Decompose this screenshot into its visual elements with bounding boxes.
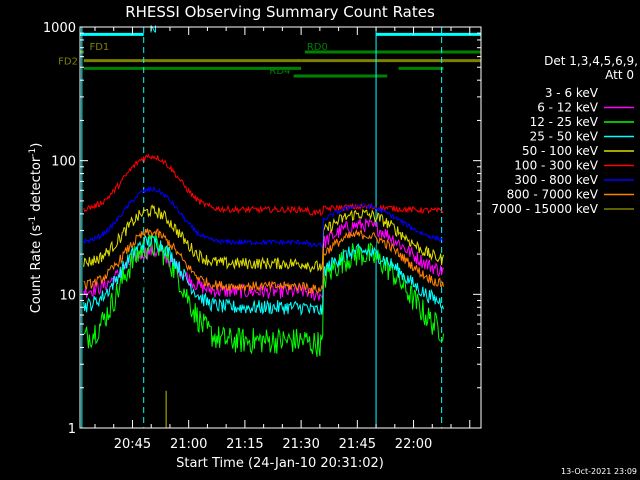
x-tick-label: 20:45: [114, 437, 151, 452]
chart-title: RHESSI Observing Summary Count Rates: [125, 3, 435, 21]
flag-label-FD2: FD2: [58, 57, 78, 68]
plot-frame: [79, 26, 482, 429]
legend-label: 800 - 7000 keV: [507, 188, 599, 202]
series-line-300-800keV: [83, 185, 444, 248]
x-tick-label: 21:00: [170, 437, 207, 452]
x-tick-label: 22:00: [395, 437, 432, 452]
series-line-50-100keV: [83, 204, 444, 273]
series-line-12-25keV: [83, 234, 444, 357]
timestamp: 13-Oct-2021 23:09: [561, 467, 637, 476]
legend-header-line2: Att 0: [605, 68, 634, 82]
legend-label: 100 - 300 keV: [514, 159, 598, 173]
legend-label: 12 - 25 keV: [530, 115, 599, 129]
flag-label-FD1: FD1: [89, 42, 109, 53]
y-axis-ticks: 1 10 100 1000: [43, 21, 481, 437]
series-line-800-7000keV: [83, 228, 444, 296]
x-tick-label: 21:45: [339, 437, 376, 452]
y-axis-label: Count Rate (s-1 detector-1): [28, 143, 44, 314]
series-lines: [83, 153, 444, 428]
series-line-6-12keV: [83, 218, 444, 301]
series-line-100-300keV: [83, 153, 444, 217]
legend-label: 300 - 800 keV: [514, 173, 598, 187]
flag-label-RD0: RD0: [307, 42, 328, 53]
legend-header-line1: Det 1,3,4,5,6,9,: [544, 54, 638, 68]
flag-label-RD4: RD4: [269, 66, 290, 77]
legend-label: 7000 - 15000 keV: [491, 202, 598, 216]
flag-bars: N FD1 FD2 RD0 RD4: [58, 24, 481, 78]
x-tick-label: 21:15: [226, 437, 263, 452]
x-axis-ticks: 20:45 21:00 21:15 21:30 21:45 22:00: [94, 27, 471, 452]
y-tick-label: 1: [68, 422, 76, 437]
series-line-25-50keV: [83, 233, 444, 317]
legend-label: 50 - 100 keV: [522, 144, 599, 158]
x-tick-label: 21:30: [282, 437, 319, 452]
legend-label: 3 - 6 keV: [545, 86, 599, 100]
flag-label-N: N: [149, 24, 156, 35]
y-tick-label: 1000: [43, 21, 76, 36]
y-tick-label: 10: [59, 288, 76, 303]
legend-label: 25 - 50 keV: [530, 130, 599, 144]
y-tick-label: 100: [51, 155, 76, 170]
x-axis-label: Start Time (24-Jan-10 20:31:02): [176, 456, 384, 471]
legend-label: 6 - 12 keV: [537, 101, 599, 115]
